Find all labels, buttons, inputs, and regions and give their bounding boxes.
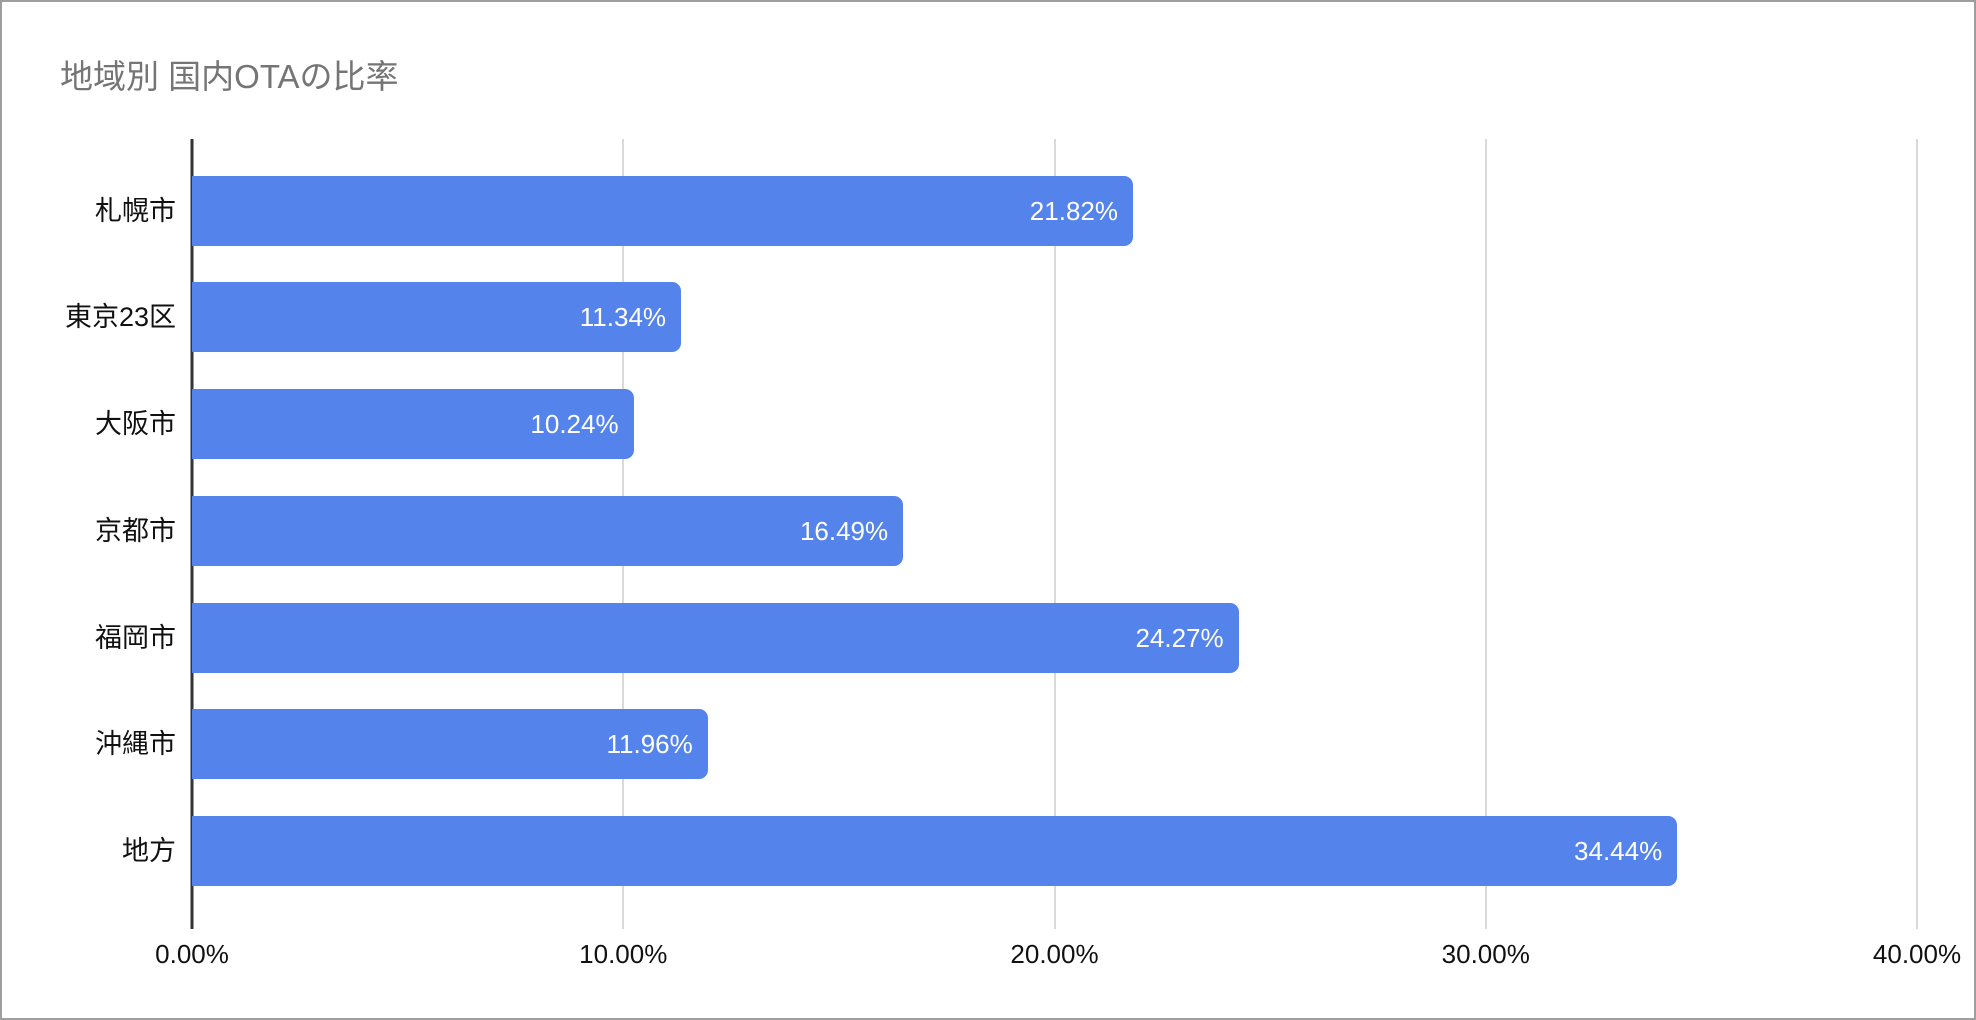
category-label: 東京23区 <box>64 302 176 333</box>
x-axis-tick-label: 0.00% <box>155 939 229 969</box>
bar-value-label: 24.27% <box>1135 622 1224 653</box>
bar-row: 札幌市 21.82% <box>95 175 1917 246</box>
bar[interactable]: 24.27% <box>192 602 1239 673</box>
category-label: 福岡市 <box>95 622 176 653</box>
bar-row: 沖縄市 11.96% <box>95 709 1917 780</box>
plot-area: 札幌市 21.82% 東京23区 11.34% 大阪市 10.24% 京都市 16.49% 福岡… <box>65 139 1961 969</box>
bar-row: 福岡市 24.27% <box>95 602 1917 673</box>
bar-value-label: 34.44% <box>1574 836 1663 866</box>
gridline <box>1484 139 1487 929</box>
bar[interactable]: 16.49% <box>192 495 904 566</box>
bar[interactable]: 11.34% <box>192 282 682 353</box>
gridline <box>1916 139 1918 929</box>
bar-row: 京都市 16.49% <box>95 495 1917 566</box>
bar-value-label: 21.82% <box>1029 195 1118 226</box>
bar-value-label: 11.34% <box>579 302 667 333</box>
bar-row: 大阪市 10.24% <box>95 389 1917 459</box>
bar[interactable]: 34.44% <box>192 816 1678 886</box>
gridline <box>1053 139 1056 929</box>
category-label: 沖縄市 <box>95 729 176 760</box>
category-label: 京都市 <box>95 515 176 546</box>
x-axis-tick-label: 40.00% <box>1872 939 1962 969</box>
bar-value-label: 16.49% <box>799 515 889 546</box>
x-axis-tick-label: 10.00% <box>579 939 668 969</box>
category-label: 地方 <box>122 836 176 866</box>
category-label: 大阪市 <box>95 409 176 439</box>
bar[interactable]: 21.82% <box>192 175 1133 246</box>
bar[interactable]: 10.24% <box>192 389 634 459</box>
category-label: 札幌市 <box>95 195 176 226</box>
x-axis-tick-label: 30.00% <box>1441 939 1530 969</box>
chart-title: 地域別 国内OTAの比率 <box>60 58 399 95</box>
bar-row: 東京23区 11.34% <box>65 282 1917 353</box>
bar[interactable]: 11.96% <box>192 709 708 780</box>
x-axis-tick-label: 20.00% <box>1010 939 1099 969</box>
bar-value-label: 11.96% <box>606 729 693 760</box>
bar-row: 地方 34.44% <box>122 816 1917 886</box>
bar-value-label: 10.24% <box>530 409 619 439</box>
